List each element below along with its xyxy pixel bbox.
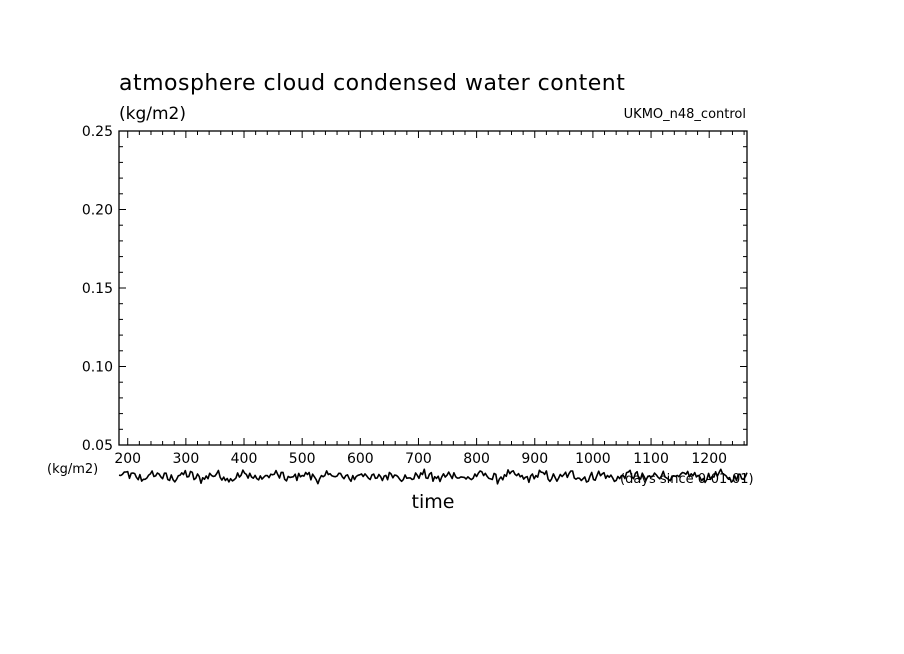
y-left-unit-label: (kg/m2) bbox=[47, 462, 98, 477]
y-tick-label: 0.10 bbox=[82, 360, 113, 376]
x-tick-label: 900 bbox=[521, 451, 548, 467]
plot-frame bbox=[118, 130, 748, 446]
y-axis-ticks: 0.05 0.10 0.15 0.20 0.25 bbox=[82, 124, 747, 454]
x-tick-label: 300 bbox=[173, 451, 200, 467]
x-axis-label: time bbox=[412, 491, 455, 513]
x-tick-label: 1100 bbox=[633, 451, 669, 467]
chart-title: atmosphere cloud condensed water content bbox=[119, 71, 625, 96]
series-line bbox=[118, 468, 748, 485]
x-tick-label: 500 bbox=[289, 451, 316, 467]
units-label: (kg/m2) bbox=[119, 104, 186, 124]
x-tick-label: 400 bbox=[231, 451, 258, 467]
x-axis-ticks: 200 300 400 500 600 700 800 900 1000 1100 1200 bbox=[114, 131, 745, 467]
x-tick-label: 1000 bbox=[575, 451, 611, 467]
x-tick-label: 200 bbox=[114, 451, 141, 467]
y-tick-label: 0.15 bbox=[82, 281, 113, 297]
series-group bbox=[118, 468, 748, 485]
x-units-label: (days since 0-01-01) bbox=[620, 472, 754, 487]
x-tick-label: 600 bbox=[347, 451, 374, 467]
y-tick-label: 0.05 bbox=[82, 438, 113, 454]
y-tick-label: 0.25 bbox=[82, 124, 113, 140]
x-tick-label: 700 bbox=[405, 451, 432, 467]
model-label: UKMO_n48_control bbox=[624, 107, 746, 122]
x-tick-label: 1200 bbox=[691, 451, 727, 467]
y-tick-label: 0.20 bbox=[82, 203, 113, 219]
x-tick-label: 800 bbox=[463, 451, 490, 467]
